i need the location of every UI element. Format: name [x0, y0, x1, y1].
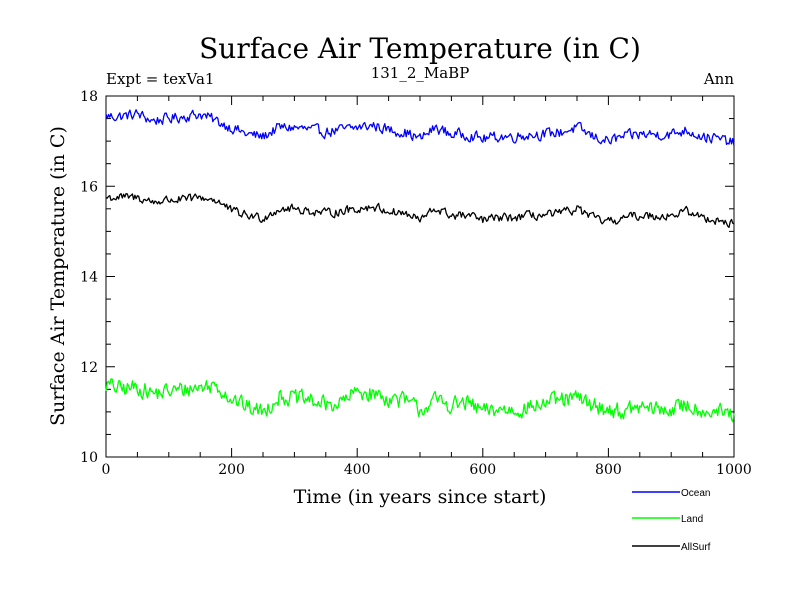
series-layer: [105, 109, 735, 423]
series-line-ocean: [105, 109, 735, 146]
x-axis: 0 200 400 600 800 1000: [102, 96, 752, 478]
experiment-label: Expt = texVa1: [106, 70, 214, 88]
y-tick-label: 16: [80, 179, 98, 195]
legend-label-land: Land: [681, 514, 703, 525]
x-tick-label: 200: [218, 462, 245, 478]
x-tick-label: 400: [344, 462, 371, 478]
season-label: Ann: [703, 70, 734, 88]
x-tick-label: 0: [102, 462, 111, 478]
x-tick-label: 800: [595, 462, 622, 478]
x-axis-label: Time (in years since start): [294, 486, 547, 508]
plot-frame: [105, 95, 735, 458]
legend-label-ocean: Ocean: [681, 488, 710, 499]
series-line-allsurf: [105, 192, 735, 229]
y-tick-label: 18: [80, 89, 98, 105]
chart-title: Surface Air Temperature (in C): [199, 32, 641, 65]
legend-label-allsurf: AllSurf: [681, 542, 711, 553]
chart-subtitle: 131_2_MaBP: [371, 64, 470, 82]
y-tick-label: 10: [80, 450, 98, 466]
y-axis-label: Surface Air Temperature (in C): [47, 126, 69, 426]
y-axis: 10 12 14 16 18: [80, 89, 734, 466]
y-tick-label: 14: [80, 270, 98, 286]
x-tick-label: 1000: [716, 462, 752, 478]
x-tick-label: 600: [469, 462, 496, 478]
y-tick-label: 12: [80, 360, 98, 376]
series-line-land: [105, 378, 735, 423]
legend: Ocean Land AllSurf: [632, 488, 711, 553]
